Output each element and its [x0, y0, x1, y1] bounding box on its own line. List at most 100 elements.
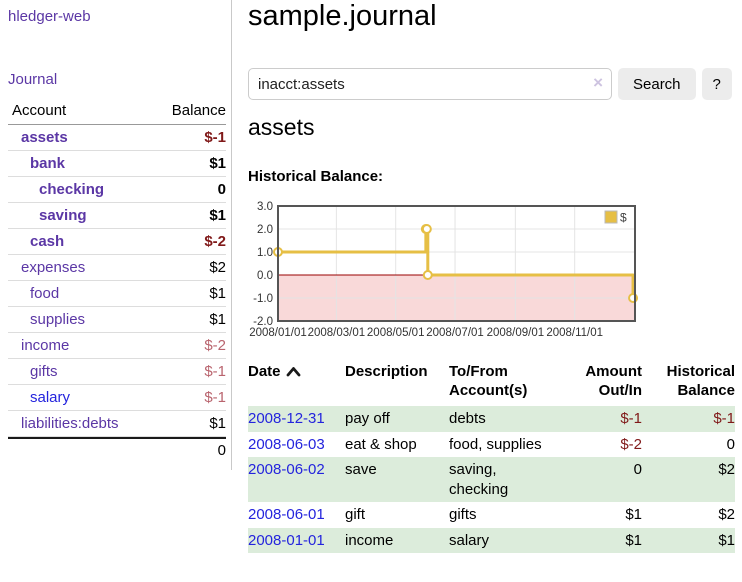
register-cell-description: save [345, 457, 449, 502]
account-link-food[interactable]: food [30, 285, 60, 302]
svg-text:2008/07/01: 2008/07/01 [426, 327, 484, 339]
sidebar-account-row: salary $-1 [8, 385, 226, 411]
register-cell-balance: $2 [718, 506, 735, 523]
accounts-table: Account Balance assets $-1 bank $1 checking 0… [8, 100, 226, 461]
register-header-amount: Amount Out/In [585, 363, 642, 399]
search-input[interactable] [248, 68, 612, 100]
accounts-table-header: Account Balance [8, 100, 226, 125]
sidebar-account-row: checking 0 [8, 177, 226, 203]
date-link[interactable]: 2008-06-01 [248, 506, 325, 523]
sidebar: hledger-web Journal Account Balance asse… [0, 0, 232, 470]
register-header-date[interactable]: Date [248, 360, 345, 406]
sidebar-account-row: saving $1 [8, 203, 226, 229]
register-cell-date: 2008-06-01 [248, 502, 345, 528]
svg-text:2.0: 2.0 [257, 224, 273, 236]
date-link[interactable]: 2008-06-03 [248, 435, 325, 453]
account-link-supplies[interactable]: supplies [30, 311, 86, 328]
search-form: × Search ? [248, 68, 732, 100]
account-balance: $1 [209, 285, 226, 302]
chart-title: Historical Balance: [248, 168, 384, 185]
account-balance: $1 [209, 415, 226, 432]
sidebar-account-row: bank $1 [8, 151, 226, 177]
main-content: sample.journal × Search ? assets Histori… [248, 0, 742, 582]
register-cell-accounts: gifts [449, 506, 477, 523]
account-link-salary[interactable]: salary [30, 389, 71, 406]
register-cell-date: 2008-06-03 [248, 432, 345, 458]
register-header-balance: Historical Balance [666, 363, 735, 399]
sidebar-account-row: income $-2 [8, 333, 226, 359]
account-link-checking[interactable]: checking [39, 181, 105, 198]
account-heading: assets [248, 114, 315, 140]
register-cell-balance: $1 [642, 527, 735, 553]
svg-text:2008/09/01: 2008/09/01 [487, 327, 545, 339]
register-cell-amount: 0 [561, 457, 642, 502]
accounts-rows: assets $-1 bank $1 checking 0 saving $1 cash $-2 e… [8, 125, 226, 437]
account-link-saving[interactable]: saving [39, 207, 87, 224]
register-cell-amount: $-2 [620, 435, 642, 453]
account-balance: $-1 [204, 129, 226, 146]
account-balance: $-1 [204, 363, 226, 380]
help-button[interactable]: ? [701, 68, 732, 100]
register-cell-balance: $2 [642, 457, 735, 502]
account-balance: $1 [209, 311, 226, 328]
search-button[interactable]: Search [618, 68, 696, 100]
svg-text:2008/03/01: 2008/03/01 [308, 327, 366, 339]
account-balance: $-2 [204, 233, 226, 250]
register-cell-description: income [345, 527, 449, 553]
svg-text:-1.0: -1.0 [253, 293, 273, 305]
accounts-header-account: Account [12, 102, 67, 119]
account-balance: 0 [217, 181, 226, 198]
register-cell-accounts: food, supplies [449, 435, 542, 453]
account-link-liabilities-debts[interactable]: liabilities:debts [21, 415, 119, 432]
register-cell-amount: $1 [561, 527, 642, 553]
account-link-bank[interactable]: bank [30, 155, 66, 172]
clear-search-icon[interactable]: × [593, 73, 603, 92]
sidebar-account-row: expenses $2 [8, 255, 226, 281]
register-cell-date: 2008-12-31 [248, 406, 345, 432]
register-cell-accounts: salary [449, 527, 561, 553]
register-cell-description: gift [345, 506, 366, 523]
accounts-total-row: 0 [8, 437, 226, 461]
account-balance: $-2 [204, 337, 226, 354]
register-cell-balance: 0 [726, 435, 735, 453]
account-link-gifts[interactable]: gifts [30, 363, 58, 380]
register-cell-date: 2008-06-02 [248, 457, 345, 502]
account-link-assets[interactable]: assets [21, 129, 68, 146]
register-header-description: Description [345, 363, 428, 380]
accounts-header-balance: Balance [171, 102, 226, 119]
register-cell-date: 2008-01-01 [248, 527, 345, 553]
register-cell-amount: $-1 [561, 406, 642, 432]
register-cell-amount: $1 [625, 506, 642, 523]
svg-text:2008/11/01: 2008/11/01 [546, 327, 603, 339]
svg-text:2008/05/01: 2008/05/01 [367, 327, 425, 339]
sidebar-account-row: cash $-2 [8, 229, 226, 255]
page-title: sample.journal [248, 0, 437, 32]
date-link[interactable]: 2008-12-31 [248, 410, 325, 427]
brand-link[interactable]: hledger-web [8, 8, 91, 25]
date-link[interactable]: 2008-06-02 [248, 461, 325, 478]
account-link-income[interactable]: income [21, 337, 70, 354]
svg-text:3.0: 3.0 [257, 201, 273, 213]
register-table: Date Description To/From Account(s) Amou… [248, 360, 735, 553]
sidebar-account-row: liabilities:debts $1 [8, 411, 226, 437]
svg-text:1.0: 1.0 [257, 247, 273, 259]
date-link[interactable]: 2008-01-01 [248, 531, 325, 549]
sidebar-account-row: assets $-1 [8, 125, 226, 151]
account-balance: $1 [209, 155, 226, 172]
sort-asc-icon [286, 367, 300, 377]
account-link-expenses[interactable]: expenses [21, 259, 86, 276]
account-balance: $2 [209, 259, 226, 276]
register-cell-balance: $-1 [642, 406, 735, 432]
sidebar-item-journal[interactable]: Journal [8, 71, 58, 88]
register-cell-accounts: debts [449, 406, 561, 432]
account-link-cash[interactable]: cash [30, 233, 65, 250]
account-balance: $1 [209, 207, 226, 224]
account-balance: $-1 [204, 389, 226, 406]
svg-text:$: $ [620, 211, 627, 225]
register-cell-description: pay off [345, 406, 449, 432]
svg-text:2008/01/01: 2008/01/01 [249, 327, 307, 339]
sidebar-account-row: food $1 [8, 281, 226, 307]
sidebar-account-row: supplies $1 [8, 307, 226, 333]
register-cell-description: eat & shop [345, 435, 417, 453]
